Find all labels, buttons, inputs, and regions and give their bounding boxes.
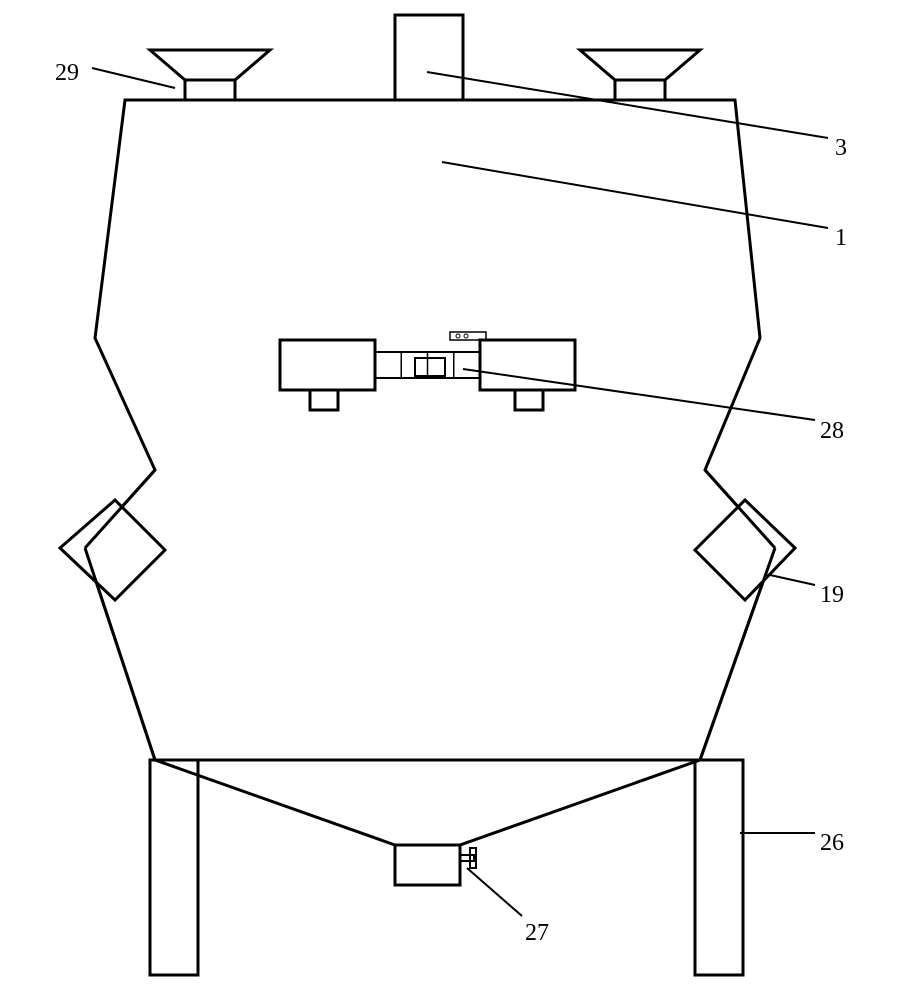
technical-diagram <box>0 0 897 1000</box>
part-label-1: 1 <box>835 225 847 252</box>
part-label-26: 26 <box>820 830 844 857</box>
part-label-29: 29 <box>55 60 79 87</box>
part-label-3: 3 <box>835 135 847 162</box>
part-label-19: 19 <box>820 582 844 609</box>
part-label-27: 27 <box>525 920 549 947</box>
part-label-28: 28 <box>820 418 844 445</box>
